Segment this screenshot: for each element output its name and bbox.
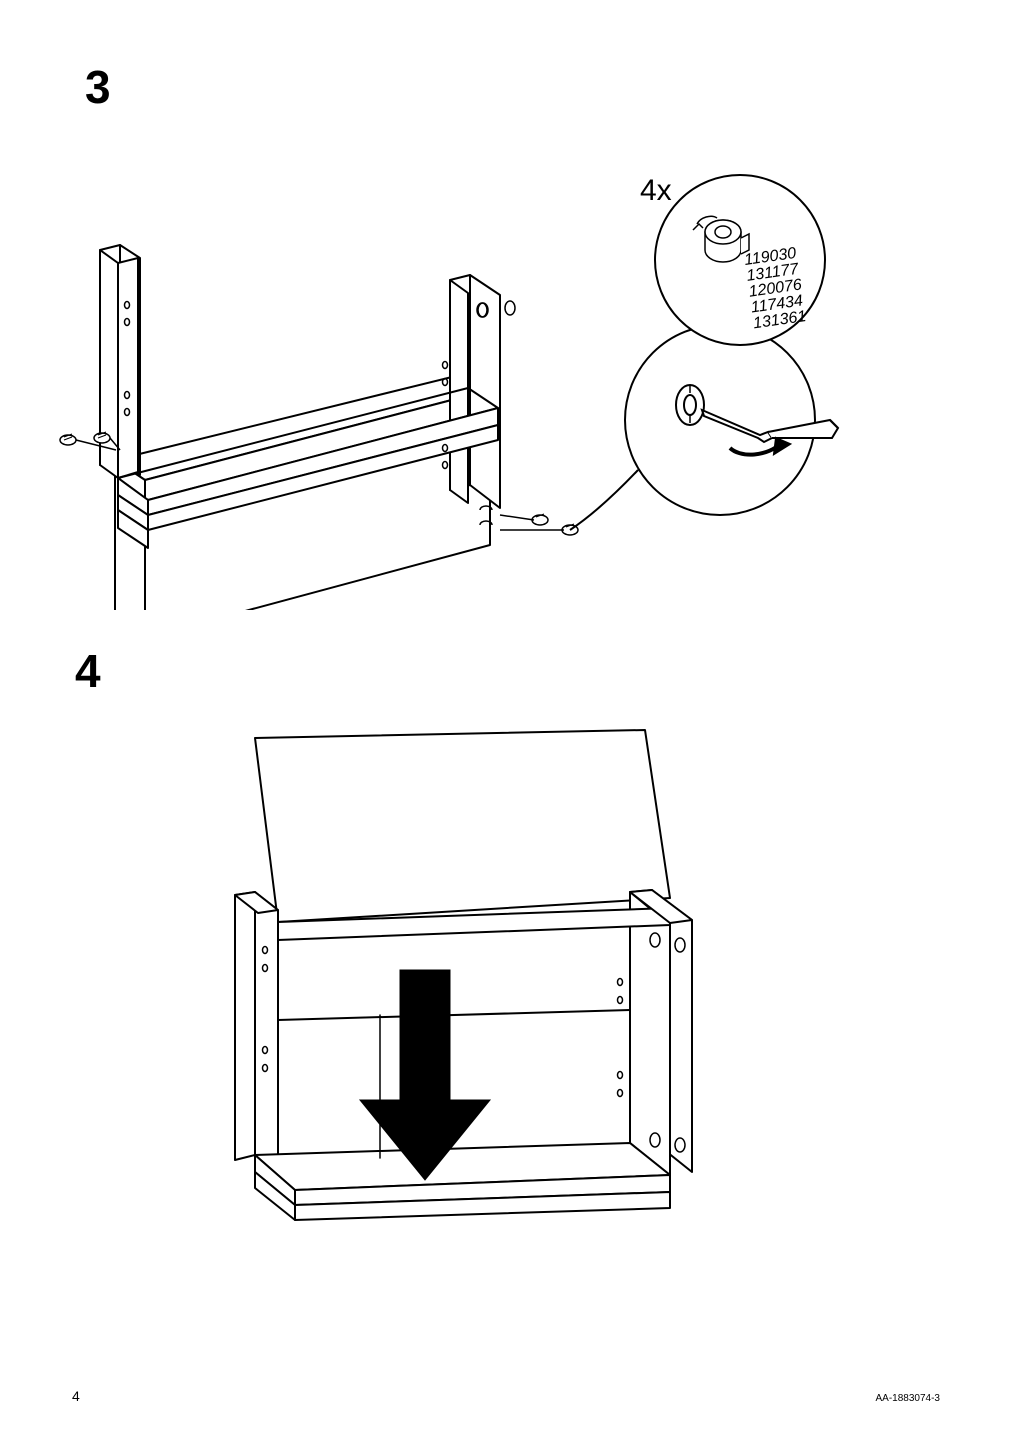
step4-diagram xyxy=(200,720,760,1250)
doc-code: AA-1883074-3 xyxy=(876,1393,941,1404)
page-number: 4 xyxy=(72,1388,80,1404)
step3-diagram: 119030 131177 120076 117434 131361 4x xyxy=(40,150,900,610)
qty-label: 4x xyxy=(640,174,672,207)
step-number-4: 4 xyxy=(75,644,101,698)
step-number-3: 3 xyxy=(85,60,111,114)
